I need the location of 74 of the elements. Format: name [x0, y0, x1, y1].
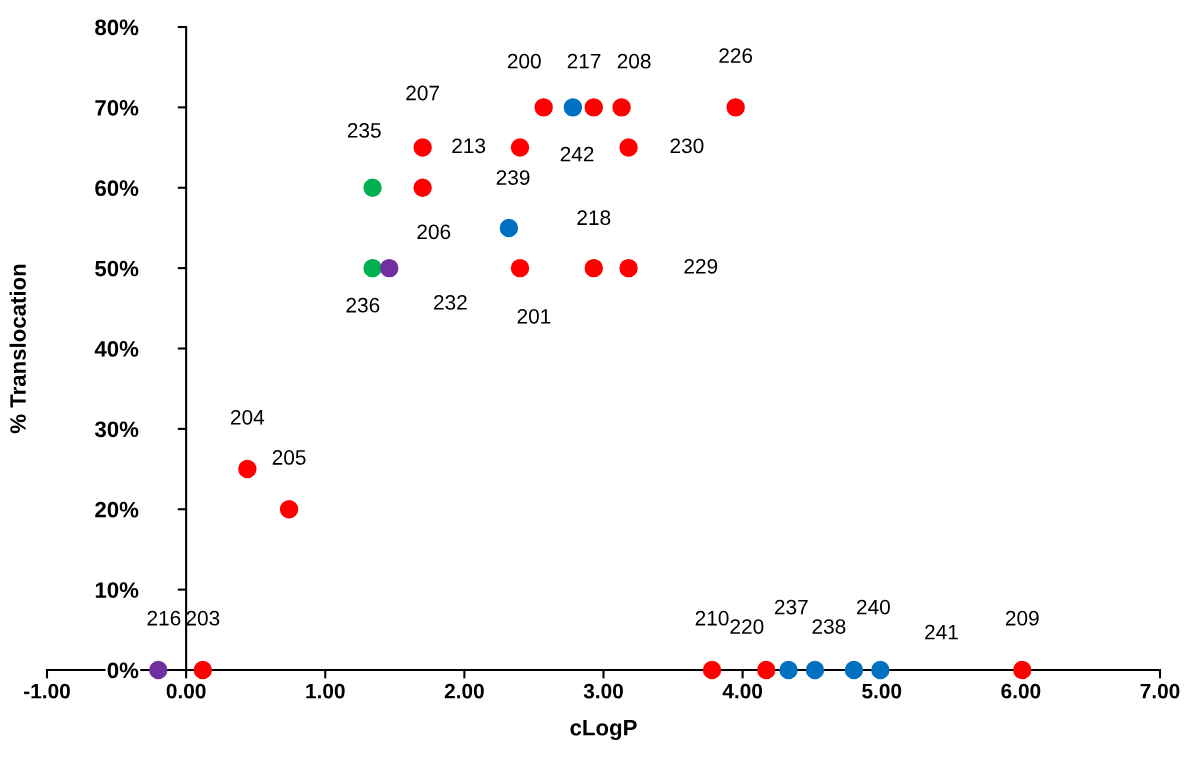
x-tick-label: 7.00	[1140, 683, 1180, 699]
y-tick-label: 40%	[94, 341, 139, 357]
point	[499, 218, 519, 238]
annotation: 232	[434, 295, 467, 310]
y-tick-label: 80%	[95, 19, 139, 36]
x-tick-label: 3.00	[583, 683, 623, 699]
point	[844, 660, 864, 680]
annotation: 236	[346, 297, 380, 313]
annotation: 241	[925, 624, 958, 640]
point	[757, 660, 776, 680]
y-tick-label: 70%	[95, 99, 139, 116]
annotation: 238	[812, 619, 846, 634]
annotation: 216	[147, 610, 181, 626]
annotation: 239	[496, 170, 530, 185]
annotation: 203	[186, 610, 220, 626]
point	[193, 660, 213, 680]
x-tick-label: 2.00	[444, 683, 484, 699]
annotation: 209	[1005, 610, 1039, 626]
x-tick-label: 5.00	[862, 683, 902, 699]
point	[584, 98, 603, 117]
y-axis-title: % Translocation	[9, 264, 26, 434]
annotation: 240	[857, 599, 890, 615]
annotation: 235	[347, 123, 381, 138]
point	[363, 178, 382, 197]
point	[726, 98, 745, 117]
annotation: 226	[719, 48, 753, 63]
point	[619, 138, 638, 157]
x-tick-label: -1.00	[24, 683, 70, 699]
point	[534, 98, 553, 117]
annotation: 220	[730, 619, 764, 634]
point	[871, 660, 890, 680]
annotation: 205	[272, 450, 306, 465]
x-axis-title: cLogP	[570, 720, 637, 740]
point	[413, 178, 432, 197]
point	[584, 258, 603, 278]
point	[805, 660, 825, 680]
annotation: 201	[517, 308, 551, 324]
y-tick-label: 50%	[95, 260, 139, 277]
point	[779, 660, 798, 680]
x-tick-label: 4.00	[722, 683, 763, 699]
x-tick-label: 0.00	[166, 683, 206, 699]
annotation: 204	[231, 409, 265, 425]
point	[380, 258, 399, 278]
point	[510, 258, 530, 278]
point	[510, 138, 530, 157]
annotation: 218	[577, 210, 611, 226]
point	[702, 660, 722, 680]
x-tick-label: 6.00	[1001, 683, 1041, 699]
annotation: 210	[695, 610, 729, 626]
point	[1013, 660, 1032, 680]
point	[363, 258, 382, 278]
y-tick-label: 0%	[107, 662, 139, 679]
y-tick-label: 10%	[95, 582, 139, 598]
x-tick-label: 1.00	[306, 683, 345, 699]
annotation: 200	[507, 53, 541, 69]
annotation: 206	[417, 224, 451, 240]
point	[413, 138, 432, 157]
y-tick-label: 20%	[95, 501, 139, 518]
point	[149, 660, 168, 680]
y-tick-label: 30%	[94, 421, 139, 438]
point	[279, 500, 299, 519]
point	[563, 98, 583, 117]
annotation: 242	[560, 146, 594, 162]
annotation: 229	[684, 258, 718, 274]
point	[238, 459, 257, 479]
annotation: 207	[406, 85, 439, 101]
annotation: 208	[617, 53, 651, 69]
annotation: 213	[452, 138, 486, 154]
annotation: 217	[567, 53, 601, 69]
annotation: 237	[774, 599, 808, 615]
point	[612, 98, 631, 117]
point	[619, 258, 638, 278]
annotation: 230	[670, 138, 704, 154]
y-tick-label: 60%	[95, 180, 139, 197]
